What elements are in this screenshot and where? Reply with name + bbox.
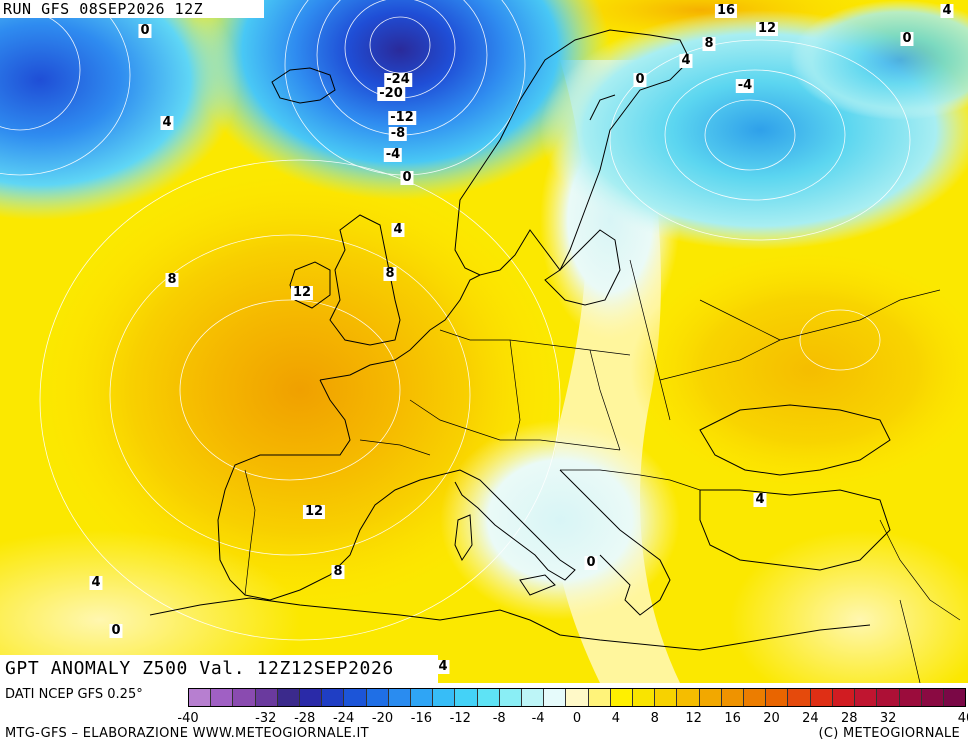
contour-label: -20 <box>377 86 405 101</box>
legend-panel: DATI NCEP GFS 0.25° -40 -32 -28 -24 -20 -16 -1… <box>0 683 968 745</box>
pale-anomaly-southeast <box>730 530 968 683</box>
contour-label: 4 <box>940 3 954 18</box>
data-source: DATI NCEP GFS 0.25° <box>5 687 143 702</box>
color-swatch <box>588 689 611 706</box>
color-swatch <box>721 689 745 706</box>
color-swatch <box>388 689 412 706</box>
color-swatch <box>455 689 478 706</box>
color-swatch <box>788 689 811 706</box>
contour-label: 8 <box>331 564 345 579</box>
color-swatch <box>566 689 589 706</box>
scale-tick-label: 40 <box>957 711 968 726</box>
color-swatch <box>344 689 367 706</box>
contour-label: 0 <box>900 31 914 46</box>
contour-label: -4 <box>735 78 755 93</box>
scale-tick-label: -12 <box>449 711 471 726</box>
color-swatch <box>189 689 212 706</box>
color-swatch <box>832 689 856 706</box>
color-swatch <box>277 689 301 706</box>
color-swatch <box>699 689 722 706</box>
color-swatch <box>322 689 345 706</box>
contour-label: 16 <box>714 3 738 18</box>
contour-label: 12 <box>290 285 314 300</box>
scale-tick-label: 28 <box>841 711 858 726</box>
scale-tick-label: 16 <box>724 711 741 726</box>
country-borders <box>244 259 961 683</box>
high-anomaly-east <box>630 250 968 490</box>
scale-tick-label: -24 <box>332 711 355 726</box>
scale-tick-label: 4 <box>611 711 621 726</box>
scale-tick-label: 32 <box>879 711 897 726</box>
contour-label: 4 <box>436 659 450 674</box>
scale-tick-label: -16 <box>410 711 433 726</box>
color-swatch <box>766 689 789 706</box>
scale-tick-label: -20 <box>371 711 394 726</box>
color-swatch <box>610 689 634 706</box>
contour-label: 0 <box>633 72 647 87</box>
geopotential-anomaly-field <box>0 0 968 683</box>
color-swatch <box>855 689 878 706</box>
color-swatch <box>810 689 833 706</box>
color-swatch <box>255 689 278 706</box>
contour-label: 8 <box>165 272 179 287</box>
contour-label: 12 <box>302 504 326 519</box>
contour-label: 8 <box>383 266 397 281</box>
scale-tick-label: -28 <box>294 711 316 726</box>
color-swatch <box>366 689 389 706</box>
map-title: GPT ANOMALY Z500 Val. 12Z12SEP2026 <box>0 655 438 683</box>
color-swatch <box>211 689 234 706</box>
color-swatch <box>943 689 966 706</box>
footer-copyright: (C) METEOGIORNALE <box>818 726 960 741</box>
color-swatch <box>633 689 656 706</box>
scale-tick-label: 0 <box>572 711 582 726</box>
color-swatch <box>522 689 545 706</box>
contour-label: 4 <box>391 222 405 237</box>
low-anomaly-northeast <box>790 0 968 120</box>
color-swatch <box>921 689 944 706</box>
contour-label: -12 <box>388 110 416 125</box>
color-swatch <box>655 689 678 706</box>
contour-label: 4 <box>753 492 767 507</box>
color-swatch <box>899 689 922 706</box>
coastlines <box>149 29 891 651</box>
scale-tick-label: -40 <box>177 711 199 726</box>
contour-label: 4 <box>679 53 693 68</box>
contour-label: 0 <box>138 23 152 38</box>
scale-tick-label: -8 <box>492 711 506 726</box>
forecast-map: RUN GFS 08SEP2026 12Z GPT ANOMALY Z500 V… <box>0 0 968 683</box>
color-swatch <box>499 689 523 706</box>
color-swatch <box>877 689 900 706</box>
scale-tick-label: 8 <box>650 711 659 726</box>
low-anomaly-mediterranean <box>440 420 680 620</box>
pale-anomaly-southwest <box>0 530 300 683</box>
color-swatch <box>477 689 500 706</box>
contour-label: -8 <box>388 126 408 141</box>
color-swatch <box>411 689 434 706</box>
scale-tick-label: 12 <box>685 711 702 726</box>
scale-tick-label: -4 <box>531 711 545 726</box>
contour-label: -24 <box>384 72 412 87</box>
contour-label: 0 <box>400 170 414 185</box>
contour-label: 8 <box>702 36 716 51</box>
color-swatch <box>300 689 323 706</box>
footer-credit: MTG-GFS – ELABORAZIONE WWW.METEOGIORNALE… <box>5 726 369 741</box>
color-swatch <box>433 689 456 706</box>
scale-tick-label: 20 <box>763 711 780 726</box>
scale-tick-label: -32 <box>255 711 277 726</box>
scale-tick-label: 24 <box>802 711 819 726</box>
contour-label: 0 <box>584 555 598 570</box>
color-scale-bar <box>188 688 966 707</box>
run-title: RUN GFS 08SEP2026 12Z <box>0 0 264 18</box>
contour-label: 4 <box>89 575 103 590</box>
color-swatch <box>233 689 256 706</box>
color-swatch <box>544 689 567 706</box>
color-swatch <box>744 689 767 706</box>
contour-label: 4 <box>160 115 174 130</box>
contour-label: -4 <box>383 147 403 162</box>
color-swatch <box>677 689 700 706</box>
low-anomaly-west <box>0 0 240 220</box>
contour-label: 0 <box>109 623 123 638</box>
contour-label: 12 <box>755 21 779 36</box>
